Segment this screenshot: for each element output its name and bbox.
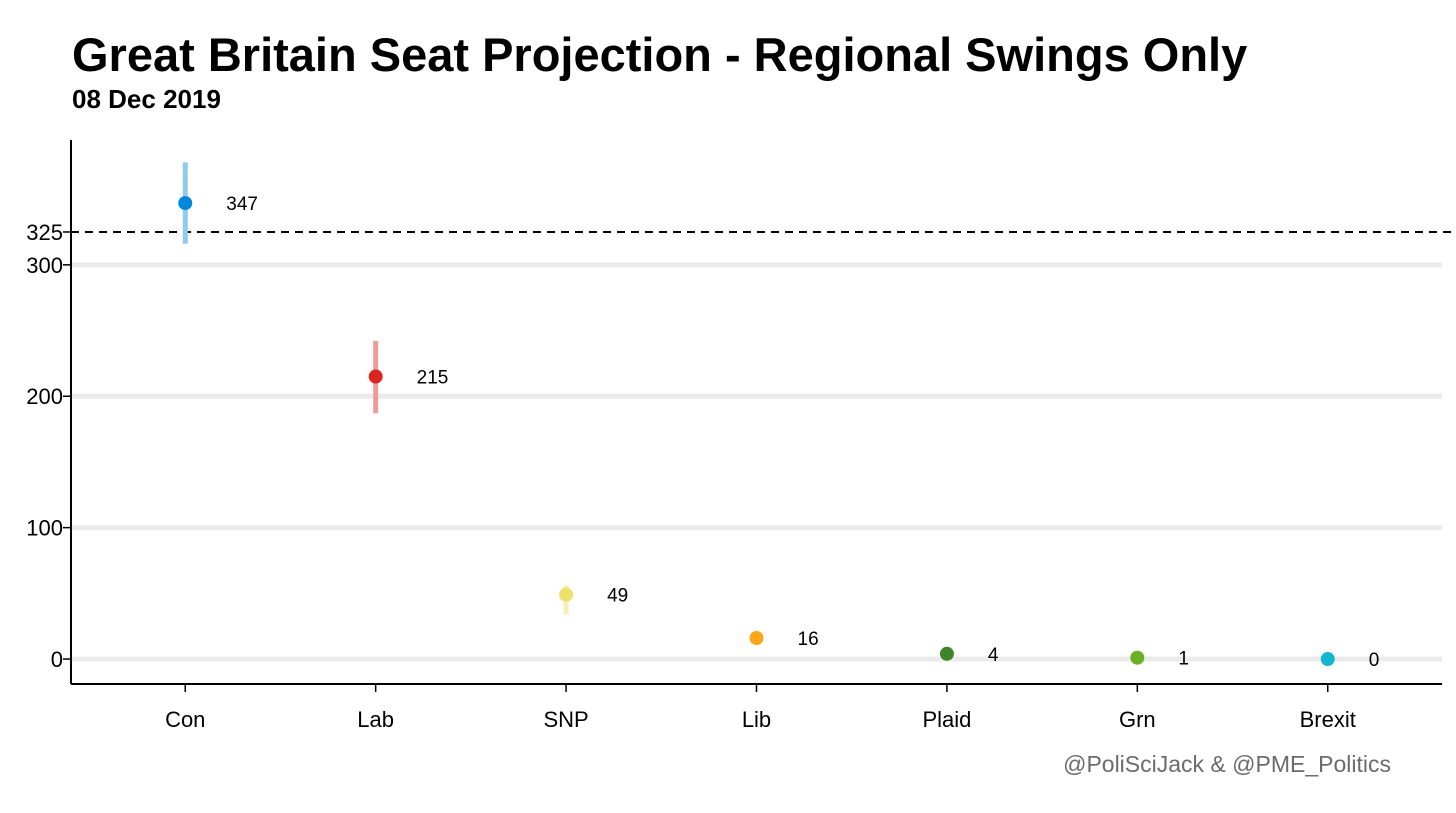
chart-subtitle: 08 Dec 2019: [72, 84, 221, 114]
reference-line-label: 325: [26, 220, 63, 245]
seat-value-label: 347: [226, 194, 258, 215]
chart-title: Great Britain Seat Projection - Regional…: [72, 28, 1248, 81]
seat-point-brexit: [1320, 652, 1335, 667]
y-tick-label: 100: [26, 516, 63, 541]
seat-value-label: 4: [988, 645, 999, 666]
x-tick-label: Brexit: [1300, 707, 1356, 732]
seat-point-con: [178, 196, 193, 211]
x-tick-label: Grn: [1119, 707, 1156, 732]
seat-value-label: 49: [607, 586, 628, 607]
y-tick-label: 0: [51, 647, 63, 672]
seat-value-label: 16: [798, 629, 819, 650]
seat-value-label: 0: [1369, 650, 1380, 671]
chart-caption: @PoliSciJack & @PME_Politics: [1063, 751, 1391, 777]
seat-point-lab: [368, 369, 383, 384]
x-tick-label: Plaid: [922, 707, 971, 732]
seat-point-lib: [749, 631, 764, 646]
x-tick-label: Con: [165, 707, 205, 732]
y-tick-label: 200: [26, 384, 63, 409]
seat-point-plaid: [939, 646, 954, 661]
y-tick-label: 300: [26, 253, 63, 278]
seat-point-snp: [559, 587, 574, 602]
seat-value-label: 215: [417, 368, 449, 389]
seat-value-label: 1: [1178, 649, 1189, 670]
seat-point-grn: [1130, 650, 1145, 665]
x-tick-label: Lib: [742, 707, 771, 732]
x-tick-label: SNP: [543, 707, 588, 732]
x-tick-label: Lab: [357, 707, 394, 732]
